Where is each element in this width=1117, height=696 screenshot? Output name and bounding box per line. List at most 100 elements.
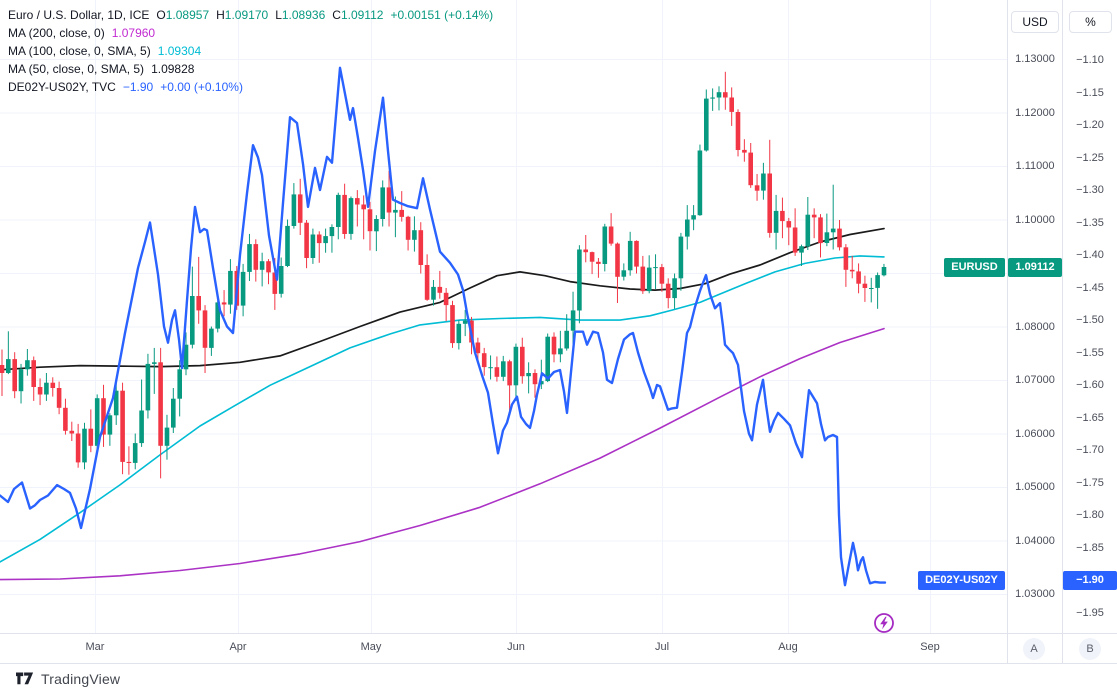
candle-body <box>291 194 297 226</box>
candle-body <box>589 252 595 262</box>
tradingview-logo[interactable]: TradingView <box>16 671 120 687</box>
candle-body <box>132 443 138 463</box>
candle-body <box>780 210 785 222</box>
percent-scale-tick: −1.70 <box>1076 444 1104 456</box>
percent-scale-tick: −1.20 <box>1076 119 1104 131</box>
candle-body <box>475 342 481 354</box>
candle-body <box>424 265 430 300</box>
candle-body <box>418 230 424 265</box>
eurusd-series-badge: EURUSD <box>944 257 1005 277</box>
percent-scale-tick: −1.75 <box>1076 476 1104 489</box>
open-value: 1.08957 <box>165 8 210 22</box>
candle-body <box>228 270 233 305</box>
open-label: O <box>156 8 166 22</box>
candle-body <box>494 367 500 377</box>
currency-unit-button[interactable]: USD <box>1011 11 1059 33</box>
candle-body <box>640 266 646 292</box>
candle-body <box>824 232 830 243</box>
candle-body <box>526 373 531 377</box>
candle-body <box>171 398 176 428</box>
time-axis-separator <box>0 633 1117 634</box>
spread-value-badge: −1.90 <box>1063 570 1117 590</box>
candle-body <box>221 302 227 305</box>
tradingview-logo-text: TradingView <box>41 671 121 687</box>
candle-body <box>830 228 836 233</box>
price-scale-percent[interactable]: −1.10 −1.15 −1.20 −1.25 −1.30 −1.35 −1.40 −1.45… <box>1063 0 1117 633</box>
candle-body <box>202 310 208 348</box>
candle-body <box>101 398 106 435</box>
candle-body <box>646 267 652 292</box>
candle-body <box>259 261 265 270</box>
candle-body <box>450 305 455 344</box>
candle-body <box>348 198 354 234</box>
legend-ma200-row[interactable]: MA (200, close, 0) 1.07960 <box>8 24 500 42</box>
usd-scale-tick: 1.11000 <box>1015 160 1055 172</box>
candle-body <box>513 346 519 386</box>
candle-body <box>697 150 703 216</box>
candle-body <box>551 336 557 355</box>
time-axis-label-sep: Sep <box>920 641 940 653</box>
candle-body <box>323 236 328 244</box>
time-axis[interactable]: A B Mar Apr May Jun Jul Aug Sep <box>0 634 1117 663</box>
candle-body <box>367 209 373 232</box>
candle-body <box>653 267 658 269</box>
chart-legend: Euro / U.S. Dollar, 1D, ICE O 1.08957 H … <box>8 6 500 96</box>
percent-scale-tick: −1.55 <box>1076 346 1104 359</box>
candle-body <box>843 247 849 270</box>
percent-scale-tick: −1.45 <box>1076 281 1104 294</box>
percent-unit-button[interactable]: % <box>1069 11 1112 33</box>
candle-body <box>456 323 462 344</box>
percent-scale-tick: −1.25 <box>1076 151 1104 164</box>
candle-body <box>481 353 487 368</box>
time-axis-label-may: May <box>360 641 382 653</box>
legend-ma100-row[interactable]: MA (100, close, 0, SMA, 5) 1.09304 <box>8 42 500 60</box>
candle-body <box>316 234 322 244</box>
candle-body <box>792 227 798 253</box>
footer-bar: TradingView <box>0 664 1117 696</box>
eurusd-price-badge: 1.09112 <box>1008 257 1062 277</box>
time-axis-label-apr: Apr <box>229 641 247 653</box>
change-value: +0.00151 (+0.14%) <box>390 8 494 22</box>
candle-body <box>837 228 842 248</box>
candle-body <box>164 427 170 446</box>
candle-body <box>539 381 544 385</box>
spread-line <box>0 66 887 587</box>
candle-body <box>856 271 861 284</box>
ma200-line <box>0 327 885 581</box>
candle-body <box>748 152 753 186</box>
legend-spread-row[interactable]: DE02Y-US02Y, TVC −1.90 +0.00 (+0.10%) <box>8 78 500 96</box>
usd-scale-tick: 1.05000 <box>1015 481 1055 493</box>
percent-scale-tick: −1.80 <box>1076 509 1104 521</box>
time-axis-label-jun: Jun <box>507 641 525 653</box>
scale-a-button[interactable]: A <box>1023 638 1045 660</box>
ma200-label: MA (200, close, 0) <box>8 26 105 40</box>
scale-b-button[interactable]: B <box>1079 638 1101 660</box>
candle-body <box>190 296 195 345</box>
percent-scale-tick: −1.15 <box>1076 86 1104 99</box>
candle-body <box>754 185 760 191</box>
legend-ma50-row[interactable]: MA (50, close, 0, SMA, 5) 1.09828 <box>8 60 500 78</box>
spread-value: −1.90 <box>122 80 154 94</box>
percent-scale-tick: −1.60 <box>1076 379 1104 391</box>
lightning-icon[interactable] <box>873 612 895 634</box>
candle-body <box>75 433 81 463</box>
candle-body <box>735 112 741 150</box>
candle-body <box>558 348 563 355</box>
price-scale-usd[interactable]: 1.130001.120001.110001.100001.090001.080… <box>1008 0 1062 633</box>
usd-scale-tick: 1.06000 <box>1015 427 1055 440</box>
ma100-value: 1.09304 <box>157 44 202 58</box>
candle-body <box>63 407 68 431</box>
candle-body <box>811 214 817 218</box>
candle-body <box>158 362 163 446</box>
price-chart-pane[interactable]: Euro / U.S. Dollar, 1D, ICE O 1.08957 H … <box>0 0 1007 633</box>
ma100-label: MA (100, close, 0, SMA, 5) <box>8 44 151 58</box>
candle-body <box>577 249 582 311</box>
candlestick-chart[interactable] <box>0 0 1007 633</box>
candle-body <box>532 373 538 385</box>
candle-body <box>285 225 290 266</box>
time-axis-label-aug: Aug <box>778 641 798 653</box>
candle-body <box>520 346 525 377</box>
legend-symbol-row[interactable]: Euro / U.S. Dollar, 1D, ICE O 1.08957 H … <box>8 6 500 24</box>
candle-body <box>88 428 94 446</box>
